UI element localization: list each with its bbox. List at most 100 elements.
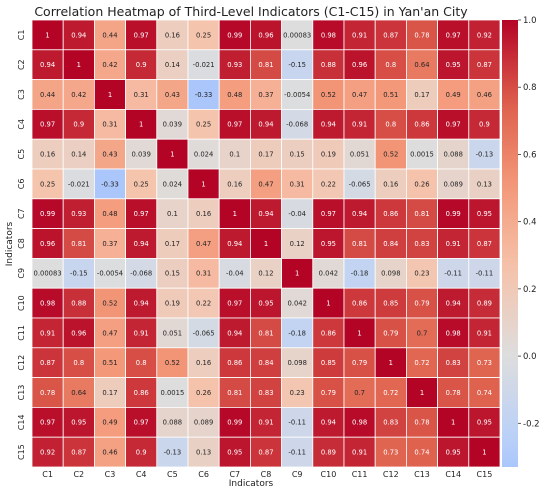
y-tick-label: C1 [17,30,26,41]
heatmap-value-label: 0.97 [227,300,242,308]
heatmap-value-label: 0.96 [71,329,86,337]
heatmap-value-label: 0.83 [258,389,273,397]
heatmap-value-label: 0.95 [477,210,492,218]
heatmap-value-label: 0.48 [227,91,242,99]
heatmap-value-label: 0.85 [383,300,398,308]
heatmap-cell [405,138,438,170]
colorbar-tick-label: -0.2 [523,419,540,429]
heatmap-value-label: -0.15 [288,61,306,69]
heatmap-cell [94,257,127,289]
heatmap-cell [405,347,438,378]
heatmap-cell [218,406,251,438]
heatmap-value-label: 0.95 [258,300,273,308]
heatmap-cell [374,436,407,468]
y-tick-label: C5 [17,149,26,160]
heatmap-value-label: 0.7 [417,329,428,337]
heatmap-value-label: 0.47 [196,240,211,248]
heatmap-value-label: 1 [389,359,393,367]
heatmap-cell [125,168,158,200]
heatmap-cell [94,287,127,319]
heatmap-value-label: 0.87 [71,449,86,457]
heatmap-cell [249,287,282,319]
heatmap-cell [281,168,314,200]
heatmap-value-label: 0.91 [258,419,273,427]
heatmap-cell [468,287,501,319]
heatmap-value-label: 0.16 [40,151,55,159]
heatmap-cell [218,257,251,289]
colorbar-tick-label: 1.0 [523,16,537,26]
heatmap-cell [187,19,220,51]
heatmap-cell [218,79,251,110]
heatmap-value-label: 0.43 [165,91,180,99]
heatmap-cell [468,198,501,230]
heatmap-value-label: 0.78 [414,419,429,427]
heatmap-value-label: 0.0015 [161,389,185,397]
heatmap-value-label: 0.25 [196,121,211,129]
heatmap-value-label: 0.99 [227,419,242,427]
heatmap-value-label: 0.78 [446,389,461,397]
heatmap-cell [281,138,314,170]
heatmap-value-label: 0.97 [446,31,461,39]
heatmap-value-label: 0.088 [163,419,182,427]
heatmap-value-label: -0.04 [226,270,244,278]
heatmap-cell [94,49,127,80]
heatmap-cell [405,287,438,319]
heatmap-value-label: 0.89 [321,449,336,457]
heatmap-value-label: 0.64 [71,389,86,397]
heatmap-cell [374,198,407,230]
heatmap-value-label: -0.04 [288,210,306,218]
heatmap-value-label: 0.83 [446,359,461,367]
heatmap-value-label: 0.95 [477,419,492,427]
heatmap-cell [405,377,438,408]
heatmap-value-label: 0.52 [321,91,336,99]
heatmap-value-label: 0.039 [131,151,150,159]
heatmap-value-label: 0.99 [446,210,461,218]
heatmap-value-label: 0.79 [321,389,336,397]
heatmap-value-label: 0.98 [352,419,367,427]
heatmap-value-label: 0.9 [479,121,490,129]
heatmap-cell [468,79,501,110]
heatmap-cell [249,377,282,408]
heatmap-cell [31,49,64,80]
heatmap-value-label: 0.91 [352,121,367,129]
heatmap-value-label: 0.12 [290,240,305,248]
heatmap-value-label: 0.86 [352,300,367,308]
y-tick-label: C3 [17,89,26,100]
heatmap-value-label: 0.87 [477,61,492,69]
heatmap-value-label: 0.73 [383,449,398,457]
heatmap-cell [281,257,314,289]
heatmap-cell [125,287,158,319]
heatmap-value-label: 0.042 [319,270,338,278]
heatmap-value-label: 0.94 [446,300,461,308]
heatmap-value-label: 0.96 [352,61,367,69]
heatmap-value-label: 0.73 [477,359,492,367]
heatmap-value-label: 0.024 [194,151,213,159]
heatmap-value-label: 0.31 [290,180,305,188]
heatmap-value-label: 0.98 [40,300,55,308]
heatmap-cell [62,436,95,468]
heatmap-value-labels: 1 0.94 0.44 0.97 0.16 0.25 0.99 0.96 0.00083 0.98… [34,31,494,456]
heatmap-cell [468,49,501,80]
heatmap-value-label: 0.86 [321,329,336,337]
heatmap-cell [437,198,470,230]
heatmap-value-label: 0.85 [321,359,336,367]
heatmap-cell [437,168,470,200]
heatmap-value-label: 0.098 [381,270,400,278]
heatmap-value-label: 0.17 [258,151,273,159]
heatmap-cell [31,347,64,378]
x-tick-label: C10 [321,470,337,479]
heatmap-cell [31,436,64,468]
heatmap-value-label: -0.0054 [97,270,123,278]
heatmap-value-label: 0.19 [165,300,180,308]
heatmap-value-label: 0.0015 [410,151,434,159]
heatmap-cell [312,228,345,259]
heatmap-cell [437,49,470,80]
heatmap-cell [468,257,501,289]
heatmap-value-label: -0.021 [68,180,90,188]
heatmap-value-label: 0.95 [321,240,336,248]
heatmap-cell [31,257,64,289]
heatmap-value-label: 0.94 [258,121,273,129]
heatmap-value-label: 0.84 [258,359,273,367]
x-tick-label: C9 [292,470,303,479]
heatmap-value-label: 0.97 [134,31,149,39]
